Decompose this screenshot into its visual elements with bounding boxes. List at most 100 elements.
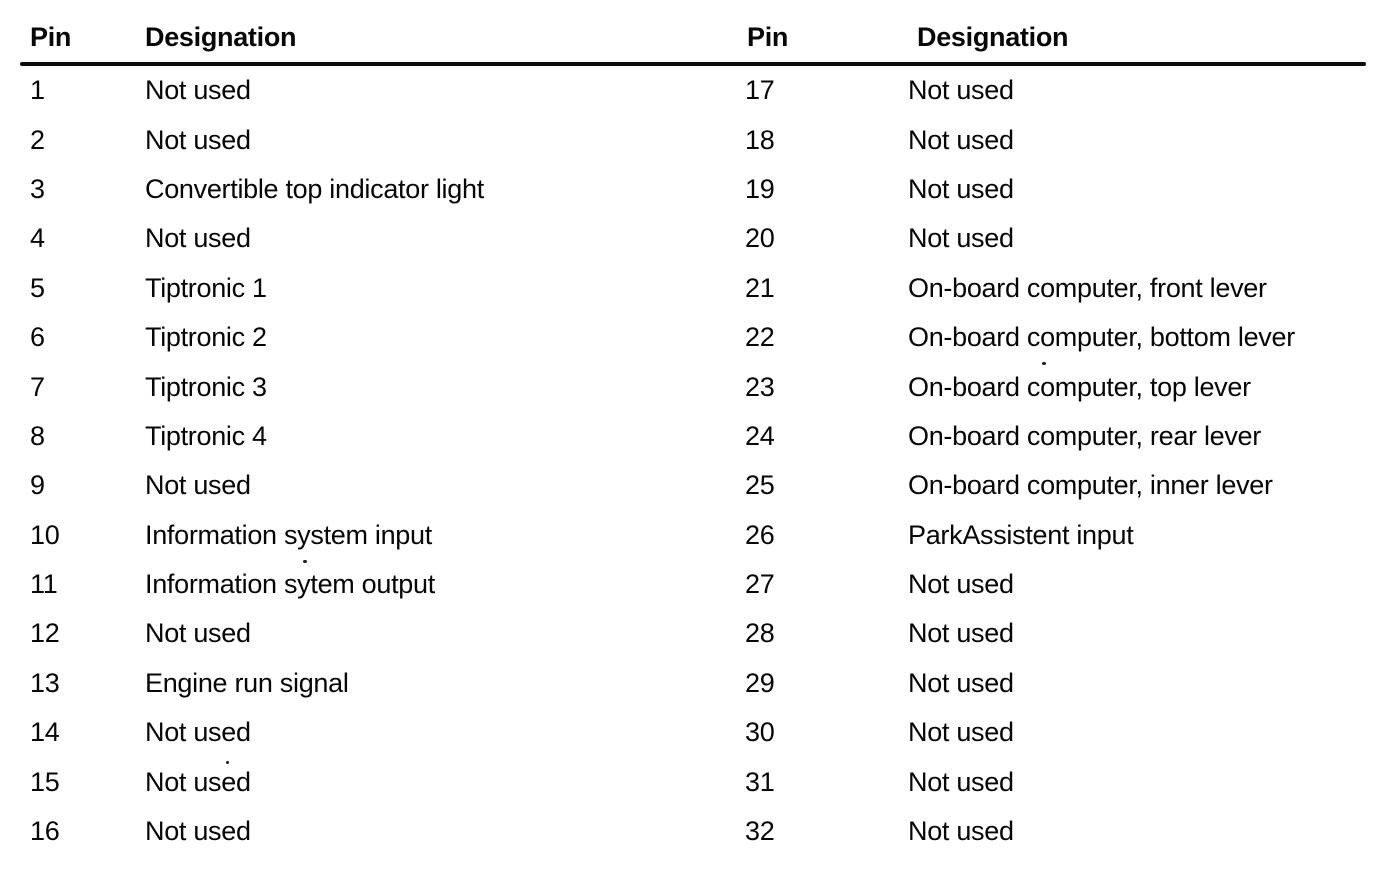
table-row: 28 Not used: [745, 609, 1370, 658]
designation-cell: On-board computer, top lever: [908, 371, 1251, 402]
pin-cell: 15: [30, 766, 60, 797]
column-header-pin-left: Pin: [30, 22, 72, 52]
table-row: 29 Not used: [745, 659, 1370, 708]
table-row: 8 Tiptronic 4: [30, 412, 735, 461]
designation-cell: On-board computer, rear lever: [908, 420, 1261, 451]
pin-cell: 31: [745, 766, 775, 797]
column-header-designation-right: Designation: [917, 22, 1069, 52]
table-row: 16 Not used: [30, 807, 735, 856]
table-row: 13 Engine run signal: [30, 659, 735, 708]
designation-cell: Not used: [908, 569, 1014, 600]
designation-cell: Not used: [145, 124, 251, 155]
column-header-designation-left: Designation: [145, 22, 297, 52]
table-row: 31 Not used: [745, 757, 1370, 806]
designation-cell: Not used: [908, 223, 1014, 254]
pin-cell: 21: [745, 272, 775, 303]
pin-table-left: 1 Not used 2 Not used 3 Convertible top …: [30, 66, 735, 856]
pin-cell: 1: [30, 75, 45, 106]
table-row: 21 On-board computer, front lever: [745, 264, 1370, 313]
pin-cell: 9: [30, 470, 45, 501]
scan-speck: [226, 761, 229, 764]
pin-cell: 5: [30, 272, 45, 303]
table-row: 27 Not used: [745, 560, 1370, 609]
table-row: 3 Convertible top indicator light: [30, 165, 735, 214]
pin-cell: 11: [30, 569, 58, 600]
designation-cell: Not used: [145, 75, 251, 106]
table-row: 12 Not used: [30, 609, 735, 658]
pin-cell: 7: [30, 371, 45, 402]
table-row: 4 Not used: [30, 214, 735, 263]
pin-cell: 6: [30, 322, 45, 353]
pin-cell: 2: [30, 124, 45, 155]
pin-table-right: 17 Not used 18 Not used 19 Not used 20 N…: [745, 66, 1370, 856]
designation-cell: Tiptronic 4: [145, 420, 267, 451]
designation-cell: ParkAssistent input: [908, 519, 1134, 550]
designation-cell: Not used: [145, 470, 251, 501]
designation-cell: Not used: [145, 717, 251, 748]
table-row: 22 On-board computer, bottom lever: [745, 313, 1370, 362]
designation-cell: Engine run signal: [145, 667, 349, 698]
table-row: 7 Tiptronic 3: [30, 362, 735, 411]
pin-cell: 4: [30, 223, 45, 254]
pin-cell: 8: [30, 420, 45, 451]
table-row: 11 Information sytem output: [30, 560, 735, 609]
pin-cell: 27: [745, 569, 775, 600]
table-row: 30 Not used: [745, 708, 1370, 757]
table-row: 18 Not used: [745, 115, 1370, 164]
pin-cell: 10: [30, 519, 60, 550]
table-row: 26 ParkAssistent input: [745, 511, 1370, 560]
designation-cell: Convertible top indicator light: [145, 173, 484, 204]
designation-cell: Not used: [145, 816, 251, 847]
table-row: 23 On-board computer, top lever: [745, 362, 1370, 411]
designation-cell: Tiptronic 2: [145, 322, 267, 353]
designation-cell: Tiptronic 3: [145, 371, 267, 402]
designation-cell: Not used: [145, 766, 251, 797]
designation-cell: Not used: [908, 618, 1014, 649]
designation-cell: On-board computer, front lever: [908, 272, 1267, 303]
pin-cell: 23: [745, 371, 775, 402]
pin-cell: 32: [745, 816, 775, 847]
pin-cell: 17: [745, 75, 775, 106]
header-rule: [20, 62, 1366, 66]
pin-cell: 28: [745, 618, 775, 649]
pin-cell: 26: [745, 519, 775, 550]
pin-cell: 20: [745, 223, 775, 254]
designation-cell: Not used: [908, 816, 1014, 847]
scan-speck: [303, 560, 307, 563]
designation-cell: Not used: [145, 618, 251, 649]
table-row: 6 Tiptronic 2: [30, 313, 735, 362]
designation-cell: Information system input: [145, 519, 432, 550]
table-row: 24 On-board computer, rear lever: [745, 412, 1370, 461]
pin-cell: 16: [30, 816, 60, 847]
table-row: 10 Information system input: [30, 511, 735, 560]
table-row: 5 Tiptronic 1: [30, 264, 735, 313]
designation-cell: On-board computer, bottom lever: [908, 322, 1295, 353]
designation-cell: Not used: [145, 223, 251, 254]
table-row: 17 Not used: [745, 66, 1370, 115]
designation-cell: On-board computer, inner lever: [908, 470, 1273, 501]
pin-cell: 30: [745, 717, 775, 748]
table-row: 20 Not used: [745, 214, 1370, 263]
table-row: 9 Not used: [30, 461, 735, 510]
pin-cell: 14: [30, 717, 60, 748]
table-row: 15 Not used: [30, 757, 735, 806]
pin-cell: 13: [30, 667, 60, 698]
designation-cell: Not used: [908, 766, 1014, 797]
designation-cell: Not used: [908, 75, 1014, 106]
column-header-pin-right: Pin: [747, 22, 789, 52]
pin-cell: 3: [30, 173, 45, 204]
pin-cell: 18: [745, 124, 775, 155]
pin-cell: 22: [745, 322, 775, 353]
table-row: 19 Not used: [745, 165, 1370, 214]
table-row: 2 Not used: [30, 115, 735, 164]
table-row: 32 Not used: [745, 807, 1370, 856]
pin-cell: 24: [745, 420, 775, 451]
table-row: 14 Not used: [30, 708, 735, 757]
designation-cell: Not used: [908, 124, 1014, 155]
designation-cell: Tiptronic 1: [145, 272, 267, 303]
pin-cell: 12: [30, 618, 60, 649]
designation-cell: Information sytem output: [145, 569, 435, 600]
designation-cell: Not used: [908, 717, 1014, 748]
table-row: 1 Not used: [30, 66, 735, 115]
